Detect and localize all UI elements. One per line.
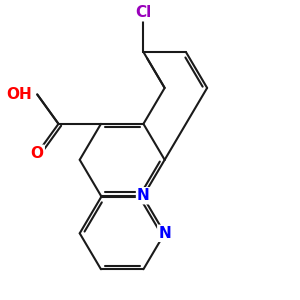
- Text: Cl: Cl: [135, 5, 152, 20]
- Text: O: O: [31, 146, 44, 161]
- Text: OH: OH: [7, 87, 32, 102]
- Text: N: N: [137, 188, 150, 203]
- Text: N: N: [158, 226, 171, 241]
